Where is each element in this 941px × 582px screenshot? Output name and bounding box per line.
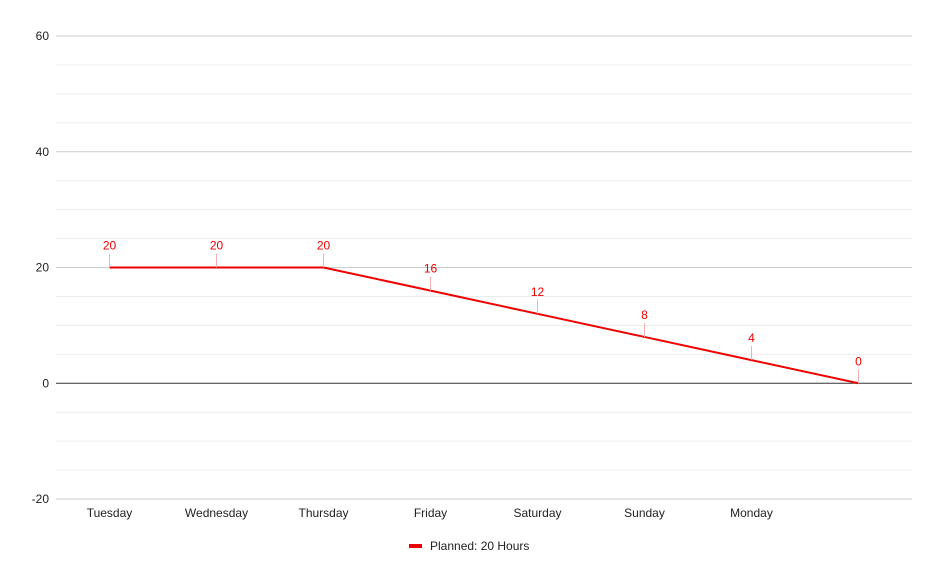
series-line [109,266,859,385]
y-tick-label: -20 [32,492,50,506]
data-label: 20 [210,239,224,253]
x-tick-label: Thursday [298,506,348,520]
legend-label: Planned: 20 Hours [430,539,529,553]
grid-lines [56,35,912,500]
x-tick-label: Sunday [624,506,665,520]
x-tick-label: Wednesday [185,506,248,520]
data-label: 4 [748,331,755,345]
y-tick-label: 20 [36,261,50,275]
legend-swatch [409,544,422,548]
y-axis: -20 0 20 40 60 [32,29,50,506]
x-tick-label: Friday [414,506,447,520]
y-tick-label: 0 [42,376,49,390]
x-axis: Tuesday Wednesday Thursday Friday Saturday Su… [87,506,773,520]
data-label: 12 [531,285,545,299]
data-labels: 20 20 20 16 12 8 4 0 [103,239,862,384]
y-tick-label: 40 [36,145,50,159]
data-label: 16 [424,262,438,276]
data-label: 0 [855,354,862,368]
data-label: 20 [103,239,117,253]
y-tick-label: 60 [36,29,50,43]
series-planned [109,266,859,385]
x-tick-label: Saturday [513,506,561,520]
legend: Planned: 20 Hours [409,539,529,553]
data-label: 8 [641,308,648,322]
x-tick-label: Monday [730,506,773,520]
data-label: 20 [317,239,331,253]
x-tick-label: Tuesday [87,506,133,520]
